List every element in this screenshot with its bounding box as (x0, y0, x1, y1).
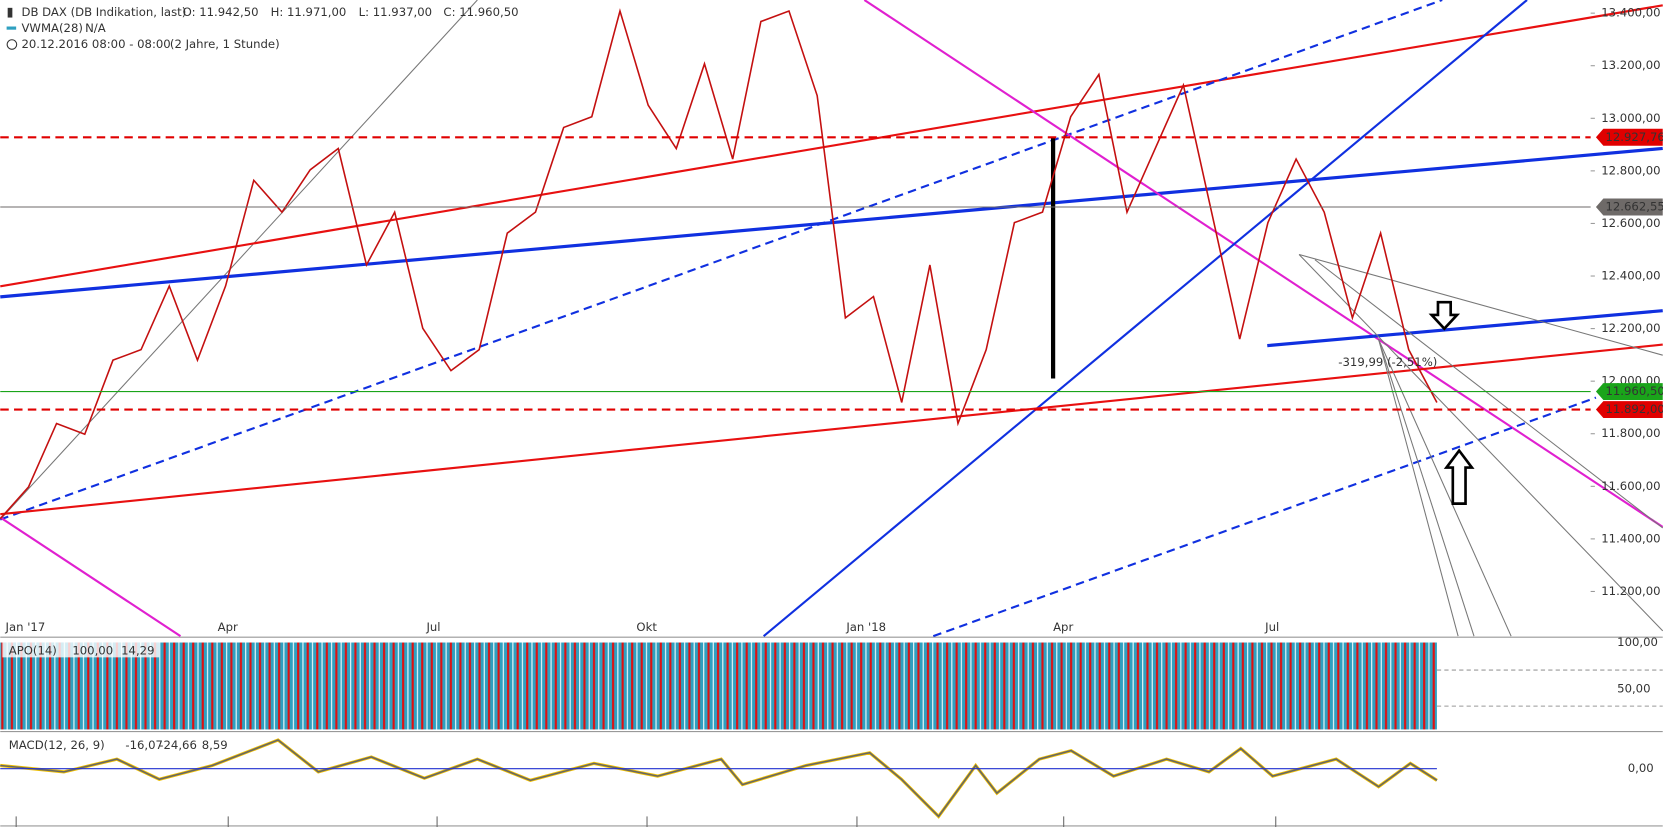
y-tick-label: 11.800,00 (1601, 426, 1660, 440)
indicator-value: N/A (85, 21, 106, 35)
legend-text: -16,07 (125, 738, 163, 752)
clock-icon (6, 39, 18, 50)
x-tick-label: Apr (1053, 620, 1073, 634)
y-tick-label: 50,00 (1617, 682, 1650, 696)
legend-box (2, 642, 160, 658)
x-tick-label: Jul (425, 620, 440, 634)
range: (2 Jahre, 1 Stunde) (170, 37, 280, 51)
legend-swatch (6, 26, 17, 30)
level-tag (1595, 401, 1663, 419)
macd-line (0, 739, 1438, 818)
y-tick-label: 11.400,00 (1601, 531, 1660, 545)
indicator: VWMA(28) (21, 21, 82, 35)
header: ▮ DB DAX (DB Indikation, last) O: 11.942… (7, 4, 519, 51)
level-label: 12.927,76 (1605, 130, 1663, 144)
y-tick-label: 12.800,00 (1601, 163, 1660, 177)
x-tick-label: Jul (1264, 620, 1279, 634)
period: 20.12.2016 08:00 - 08:00 (21, 37, 170, 51)
legend-text: 100,00 (72, 643, 113, 657)
y-tick-label: 13.400,00 (1601, 6, 1660, 20)
x-tick-label: Apr (218, 620, 238, 634)
y-tick-label: 12.400,00 (1601, 269, 1660, 283)
y-tick-label: 13.200,00 (1601, 58, 1660, 72)
level-tag (1595, 383, 1663, 401)
apo-bars (0, 642, 1437, 730)
legend-text: 8,59 (202, 738, 228, 752)
level-label: 11.892,00 (1605, 402, 1663, 416)
y-tick-label: 100,00 (1617, 635, 1658, 649)
level-label: 12.662,55 (1605, 199, 1663, 213)
ohlc: C: 11.960,50 (443, 5, 518, 19)
x-tick-label: Okt (636, 620, 657, 634)
level-label: 11.960,50 (1605, 384, 1663, 398)
ohlc: H: 11.971,00 (271, 5, 347, 19)
legend-text: MACD(12, 26, 9) (9, 738, 105, 752)
symbol: DB DAX (DB Indikation, last) (21, 5, 186, 19)
x-tick-label: Jan '18 (845, 620, 886, 634)
level-tag (1595, 128, 1663, 146)
y-tick-label: 12.600,00 (1601, 216, 1660, 230)
level-tag (1595, 198, 1663, 216)
symbol-icon: ▮ (7, 4, 14, 19)
legend-text: APO(14) (9, 643, 57, 657)
y-tick-label: 13.000,00 (1601, 111, 1660, 125)
annotation: -319,99 (-2,51%) (1338, 355, 1437, 369)
ohlc: O: 11.942,50 (183, 5, 259, 19)
legend-text: 14,29 (121, 643, 154, 657)
x-tick-label: Jan '17 (5, 620, 46, 634)
y-tick-label: 11.200,00 (1601, 584, 1660, 598)
price-line (0, 8, 1438, 520)
y-tick-label: 12.200,00 (1601, 321, 1660, 335)
legend-text: -24,66 (159, 738, 197, 752)
y-tick-label: 0,00 (1628, 761, 1654, 775)
ohlc: L: 11.937,00 (359, 5, 432, 19)
y-tick-label: 11.600,00 (1601, 479, 1660, 493)
